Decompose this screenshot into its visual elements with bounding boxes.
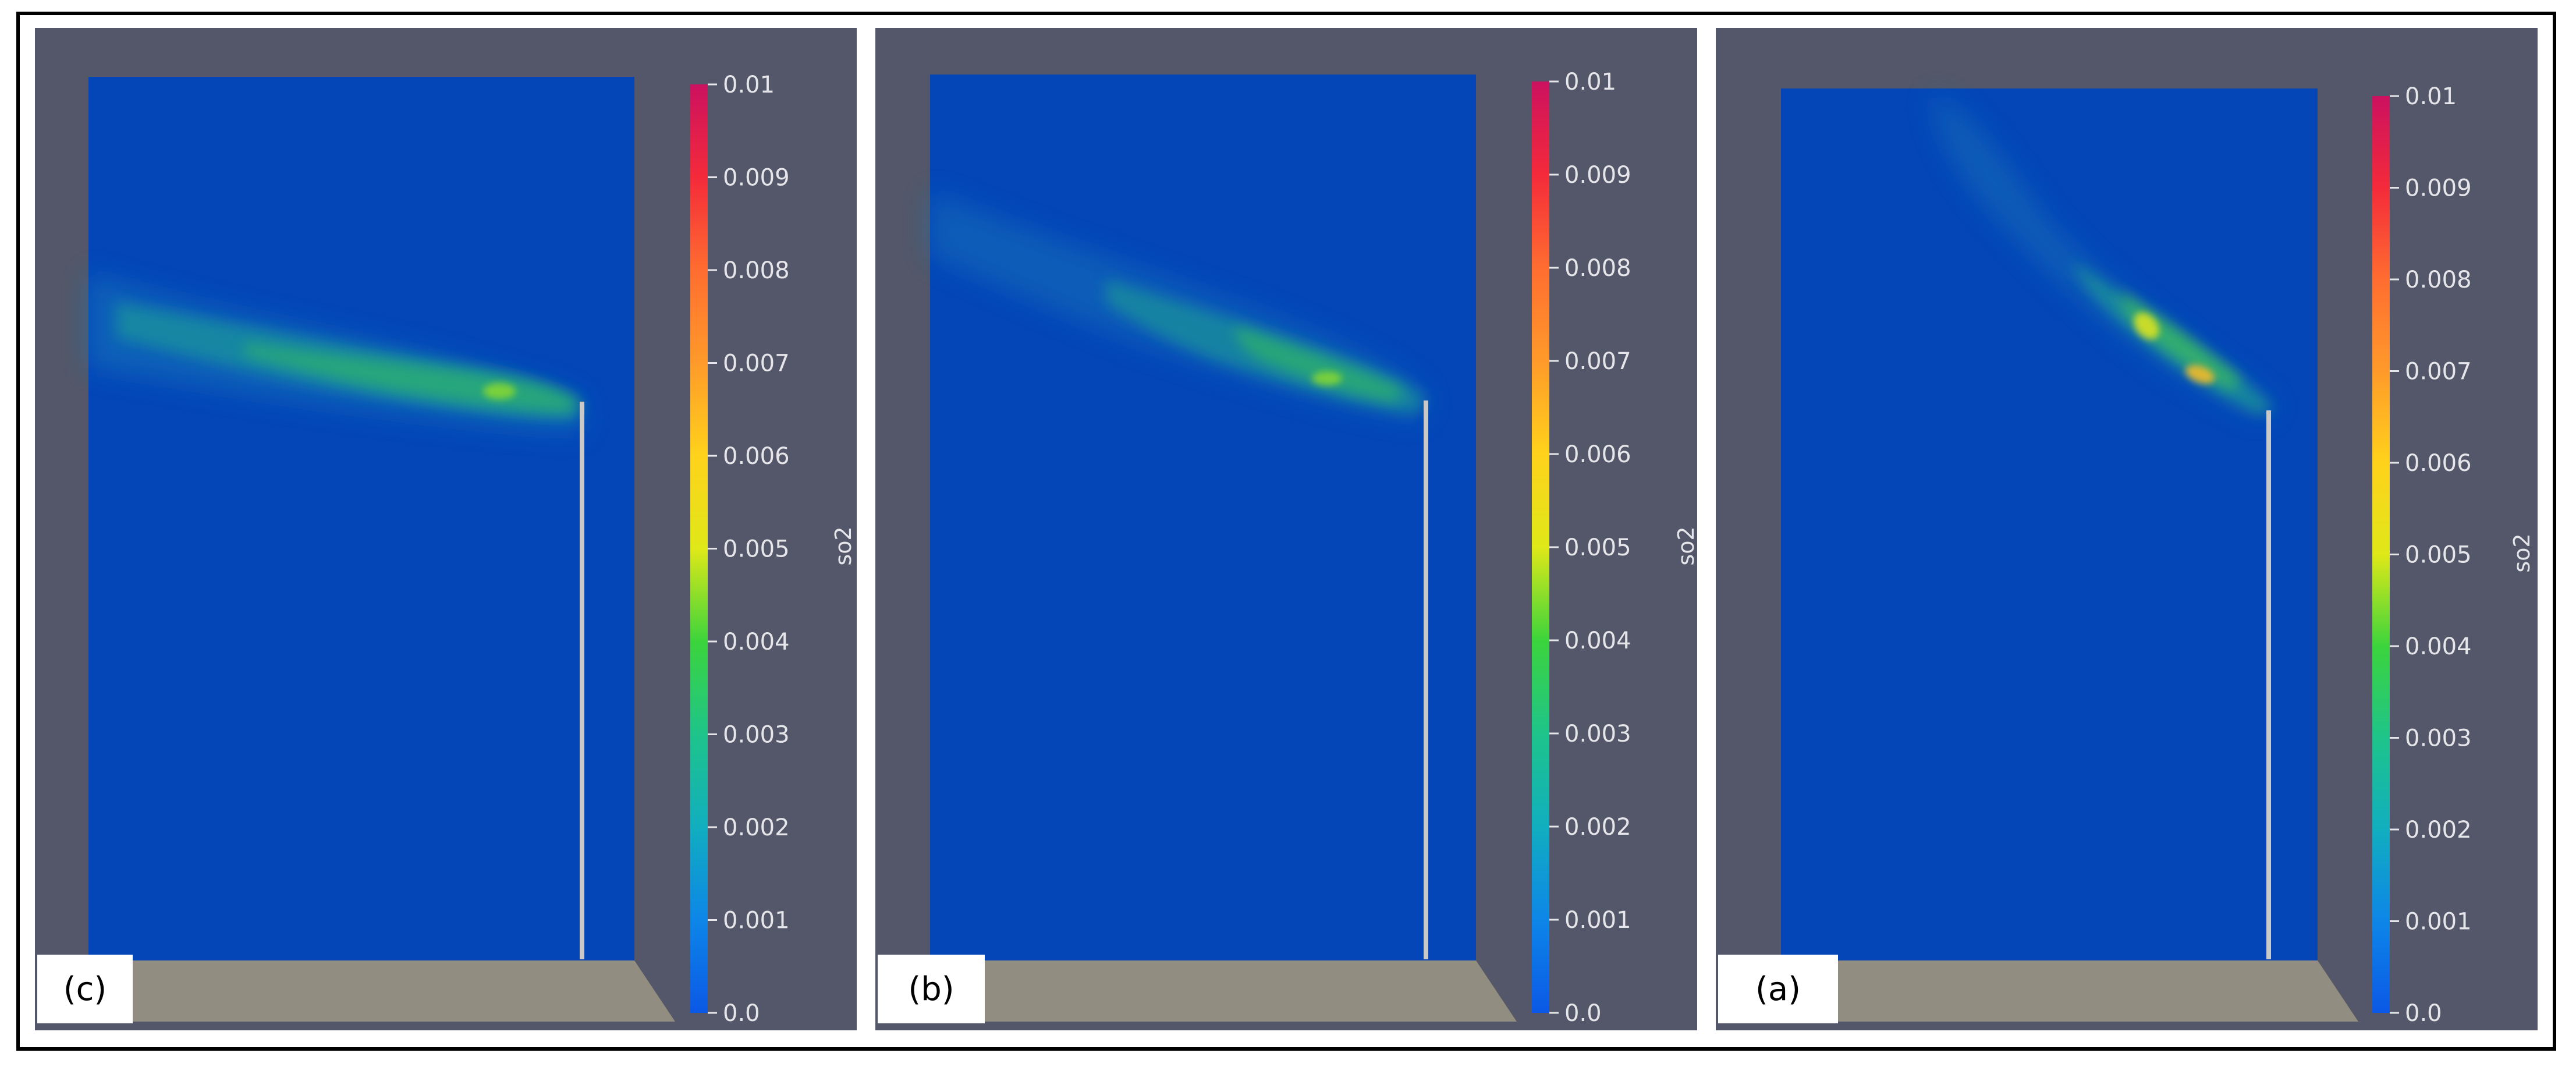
panel-c-plume (88, 274, 582, 431)
panel-b-colorbar (1532, 81, 1549, 1013)
colorbar-tick-label: 0.0 (1564, 1000, 1602, 1027)
panel-b-stack (1424, 400, 1428, 959)
colorbar-tick-label: 0.0 (2405, 1000, 2442, 1027)
colorbar-tick-label: 0.008 (2405, 267, 2472, 293)
panel-a-stack (2266, 410, 2271, 959)
colorbar-tick-label: 0.008 (723, 257, 790, 284)
panel-a-colorbar (2372, 96, 2390, 1013)
colorbar-tick-label: 0.007 (2405, 359, 2472, 385)
colorbar-tick-label: 0.001 (1564, 907, 1631, 934)
colorbar-tick-label: 0.005 (1564, 534, 1631, 561)
panel-c-label-box (37, 955, 133, 1023)
colorbar-tick-label: 0.004 (723, 629, 790, 655)
panel-c: (c) 0.010.0090.0080.0070.0060.0050.0040.… (35, 28, 857, 1030)
figure-frame (16, 12, 2556, 1051)
colorbar-tick-label: 0.003 (1564, 721, 1631, 747)
colorbar-tick-label: 0.003 (2405, 725, 2472, 752)
panel-c-colorbar-title: so2 (831, 526, 856, 565)
panel-c-ground (88, 960, 675, 1022)
colorbar-tick-label: 0.009 (723, 165, 790, 192)
colorbar-tick-label: 0.002 (1564, 814, 1631, 841)
panel-b-colorbar-ticks: 0.01 0.009 0.008 0.007 0.006 0.005 0.004 0.003 0… (1549, 69, 1631, 1027)
panel-a-colorbar-ticks: 0.01 0.009 0.008 0.007 0.006 0.005 0.004 0.003 0… (2390, 83, 2472, 1027)
colorbar-tick-label: 0.009 (1564, 162, 1631, 189)
colorbar-tick-label: 0.004 (1564, 628, 1631, 654)
colorbar-tick-label: 0.01 (2405, 83, 2457, 110)
colorbar-tick-label: 0.01 (723, 72, 775, 98)
colorbar-tick-label: 0.005 (2405, 542, 2472, 569)
colorbar-tick-label: 0.01 (1564, 69, 1616, 95)
panel-c-domain (88, 77, 634, 960)
panel-c-colorbar-ticks: 0.01 0.009 0.008 0.007 0.006 0.005 0.004 0.003 0… (708, 72, 790, 1027)
panel-a-label-box (1718, 955, 1838, 1023)
colorbar-tick-label: 0.009 (2405, 175, 2472, 202)
panel-b-label-box (878, 955, 985, 1023)
colorbar-tick-label: 0.0 (723, 1000, 760, 1027)
panel-a-label: (a) (1755, 970, 1801, 1008)
colorbar-tick-label: 0.008 (1564, 255, 1631, 282)
colorbar-tick-label: 0.007 (1564, 348, 1631, 375)
colorbar-tick-label: 0.005 (723, 536, 790, 563)
panel-a-plume (1932, 93, 2276, 416)
colorbar-tick-label: 0.001 (2405, 909, 2472, 935)
panel-c-label: (c) (63, 970, 107, 1008)
colorbar-tick-label: 0.006 (1564, 441, 1631, 468)
colorbar-tick-label: 0.002 (2405, 817, 2472, 843)
panel-a: (a) 0.010.0090.0080.0070.0060.0050.0040.… (1716, 28, 2538, 1030)
colorbar-tick-label: 0.002 (723, 814, 790, 841)
panel-a-colorbar-title: so2 (2509, 533, 2535, 572)
panel-c-stack (580, 402, 584, 959)
panel-b-plume (930, 192, 1426, 419)
colorbar-tick-label: 0.006 (2405, 450, 2472, 477)
panel-b-domain (930, 75, 1476, 960)
panel-a-domain (1781, 88, 2318, 960)
colorbar-tick-label: 0.003 (723, 722, 790, 749)
panel-b-ground (930, 960, 1517, 1022)
panel-b-colorbar-title: so2 (1673, 526, 1699, 565)
colorbar-tick-label: 0.007 (723, 350, 790, 377)
panel-b: (b) 0.010.0090.0080.0070.0060.0050.0040.… (875, 28, 1699, 1030)
panel-b-label: (b) (908, 970, 954, 1008)
panel-c-colorbar (690, 84, 708, 1013)
colorbar-tick-label: 0.006 (723, 443, 790, 470)
colorbar-tick-label: 0.004 (2405, 633, 2472, 660)
colorbar-tick-label: 0.001 (723, 908, 790, 934)
panel-a-ground (1781, 960, 2358, 1022)
